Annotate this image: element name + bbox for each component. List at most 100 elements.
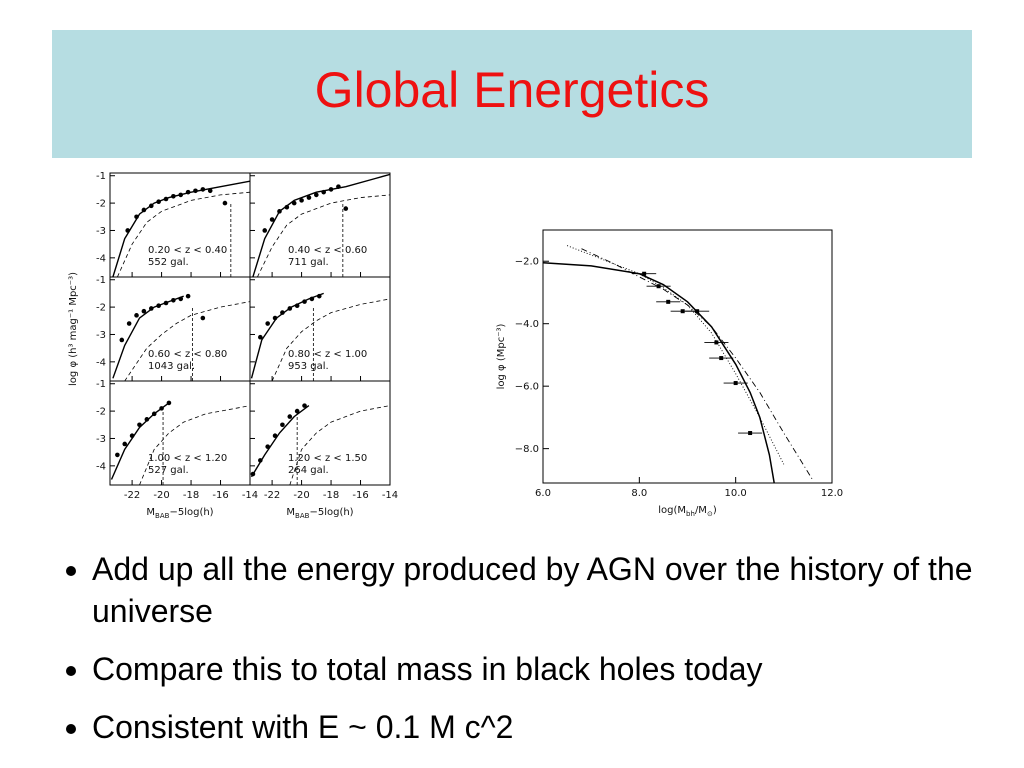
data-point [250,471,256,477]
local-curve [289,405,390,485]
data-point [126,321,132,326]
data-point [185,189,191,195]
data-point [166,400,172,406]
data-point [299,198,304,203]
x-tick-label: -16 [212,490,228,501]
panel-count: 264 gal. [288,465,329,476]
y-tick-label: -4 [96,253,106,264]
plot-area [543,245,814,483]
panel-plot [112,293,250,381]
data-point [269,217,275,222]
panel-count: 527 gal. [148,465,189,476]
data-point [302,299,307,304]
data-point [280,422,285,428]
label-part: ⊙ [707,510,713,518]
x-axis-label: log(Mbh/M⊙) [658,505,717,518]
data-point [666,299,671,304]
panel-count: 953 gal. [288,361,329,372]
y-tick-label: −4.0 [515,319,539,330]
bullet: Add up all the energy produced by AGN ov… [92,548,992,632]
x-tick-label: -22 [264,490,280,501]
x-tick-label: -16 [352,490,368,501]
label-part: BAB [295,512,310,520]
data-point [134,214,139,220]
data-point [280,310,285,315]
model-curve [566,245,785,465]
label-part: /M [695,505,707,516]
data-point [695,309,700,314]
panel-plot [252,173,390,277]
y-tick-label: -1 [96,379,106,390]
data-point [129,433,135,439]
data-point [733,381,738,386]
label-part: −5log(h) [309,507,353,518]
panel-label: 0.40 < z < 0.60 [288,245,367,256]
data-point [258,334,263,340]
data-point [185,293,191,299]
x-tick-label: 12.0 [821,488,843,499]
x-tick-label: -20 [153,490,169,501]
data-point [125,228,130,233]
label-part: ) [713,505,717,516]
y-tick-label: -3 [96,226,106,237]
x-tick-label: 6.0 [535,488,551,499]
model-curve [581,248,814,481]
data-point [656,284,661,289]
data-point [314,192,319,198]
data-point [163,196,169,202]
local-curve [257,194,390,277]
label-part: −5log(h) [169,507,213,518]
y-tick-label: −2.0 [515,257,539,268]
title-band: Global Energetics [52,30,972,158]
data-point [134,313,139,318]
panel-label: 1.00 < z < 1.20 [148,453,227,464]
data-point [200,187,206,192]
panel: -1 -2 -3 -4 -22 -20 -18 -16 -14 1.00 < z < 1.2052… [96,379,258,501]
y-tick-label: -4 [96,357,106,368]
data-point [119,337,125,343]
label-part: M [286,507,295,518]
panel-plot [250,292,390,381]
plot-frame [542,229,833,484]
panel-label: 0.60 < z < 0.80 [148,349,227,360]
y-tick-label: −8.0 [515,444,539,455]
data-point [137,422,142,428]
data-point [141,308,147,314]
y-tick-label: -1 [96,275,106,286]
y-tick-label: -2 [96,303,106,314]
panel-frame [249,380,391,486]
data-point [163,300,169,306]
data-point [222,200,228,206]
data-point [287,414,293,419]
x-axis-label: MBAB−5log(h) [286,507,353,520]
local-curve [117,191,250,277]
data-point [141,207,147,213]
data-point [122,441,128,447]
label-part: BAB [155,512,170,520]
fit-curve [252,173,390,277]
y-tick-label: -1 [96,171,106,182]
data-point [306,195,312,200]
data-point [115,452,120,458]
label-part: bh [686,510,695,518]
data-point [148,203,154,209]
axis-label: log φ (h³ mag⁻¹ Mpc⁻³) [68,272,79,386]
data-point [336,184,341,189]
data-point [262,228,268,233]
x-tick-label: 8.0 [631,488,647,499]
y-tick-label: −6.0 [515,382,539,393]
data-point [265,321,270,326]
y-tick-label: -3 [96,434,106,445]
data-point [258,458,263,463]
data-point [714,340,719,345]
bullet-list: Add up all the energy produced by AGN ov… [60,548,992,764]
data-point [291,200,297,206]
panel-count: 552 gal. [148,257,189,268]
data-point [144,417,150,422]
data-point [272,433,278,439]
